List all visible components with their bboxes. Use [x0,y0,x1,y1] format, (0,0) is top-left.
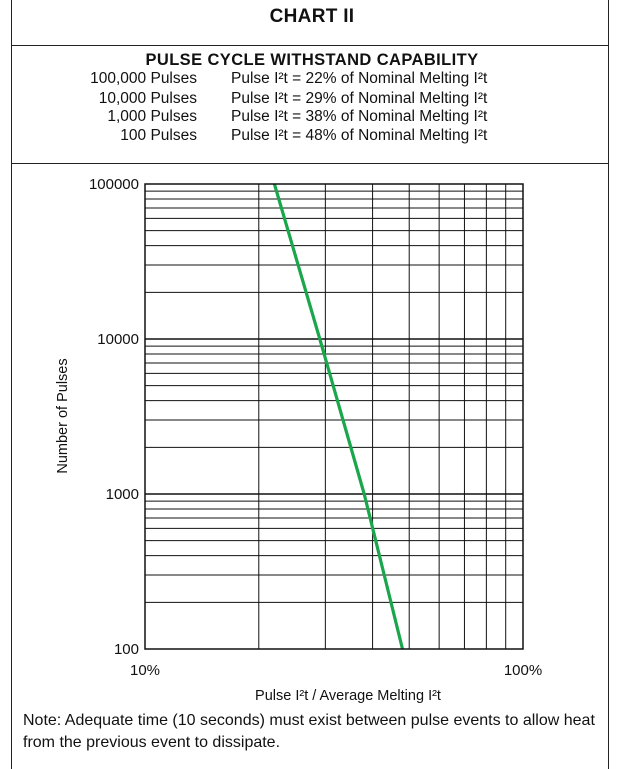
pulse-row-1000: 1,000 Pulses Pulse I²t = 38% of Nominal … [0,108,619,126]
title-divider [11,45,609,46]
chart-title: CHART II [269,6,355,27]
footnote: Note: Adequate time (10 seconds) must ex… [23,712,595,751]
frame-right-border [608,0,609,769]
x-tick-label: 10% [130,662,160,679]
pulse-description: Pulse I²t = 22% of Nominal Melting I²t [231,70,488,87]
y-axis-label: Number of Pulses [55,358,71,473]
y-tick-label: 10000 [97,331,139,348]
chart-subtitle: PULSE CYCLE WITHSTAND CAPABILITY [145,51,479,69]
pulse-description: Pulse I²t = 48% of Nominal Melting I²t [231,127,488,144]
y-tick-label: 1000 [106,486,139,503]
table-divider [11,163,609,164]
tick-labels: 100000 10000 1000 100 10% 100% [89,176,542,679]
pulse-description: Pulse I²t = 29% of Nominal Melting I²t [231,90,488,107]
plot-border [144,183,524,650]
y-tick-label: 100 [114,641,139,658]
pulse-count: 100,000 Pulses [90,70,197,87]
pulse-count: 1,000 Pulses [107,108,197,125]
pulse-row-10000: 10,000 Pulses Pulse I²t = 29% of Nominal… [0,90,619,108]
pulse-count: 10,000 Pulses [98,90,197,107]
x-tick-label: 100% [504,662,542,679]
pulse-row-100: 100 Pulses Pulse I²t = 48% of Nominal Me… [0,127,619,145]
grid [145,184,523,649]
pulse-row-100000: 100,000 Pulses Pulse I²t = 22% of Nomina… [0,70,619,88]
pulse-count: 100 Pulses [120,127,197,144]
frame-left-border [11,0,12,769]
y-tick-label: 100000 [89,176,139,193]
x-axis-label: Pulse I²t / Average Melting I²t [255,688,441,704]
withstand-series-line [272,183,405,650]
pulse-description: Pulse I²t = 38% of Nominal Melting I²t [231,108,488,125]
series-layer [272,183,405,650]
